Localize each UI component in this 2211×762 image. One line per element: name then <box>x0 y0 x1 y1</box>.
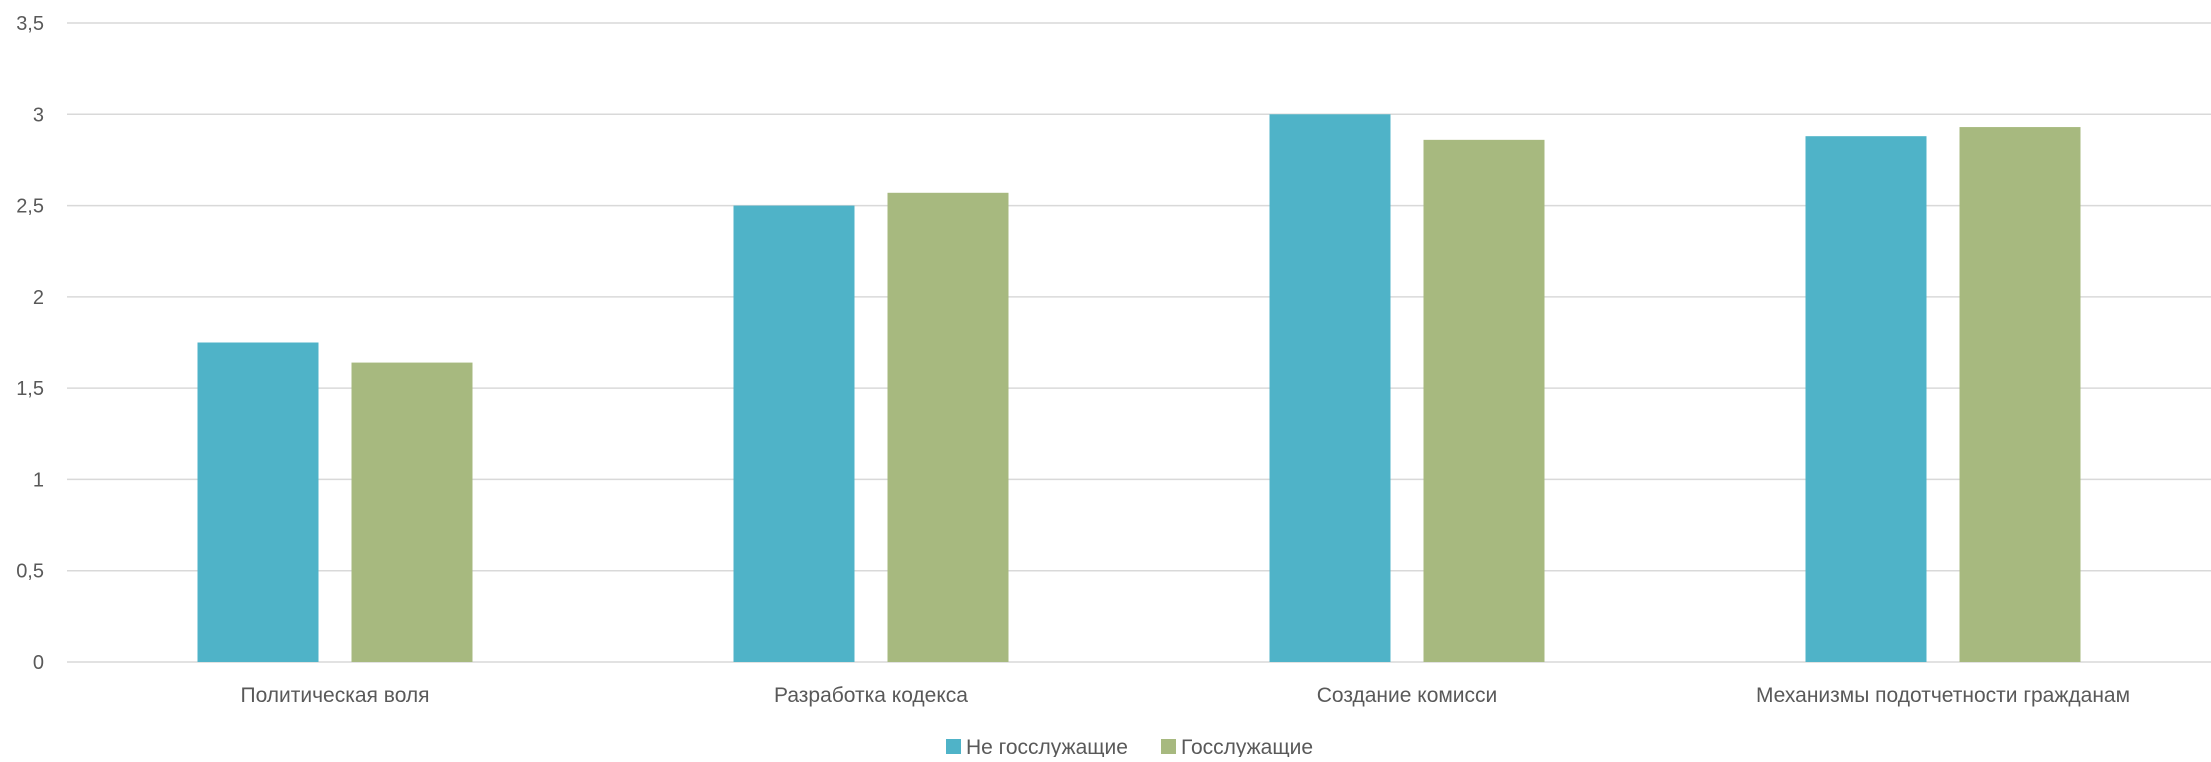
bar-non-civil-servants <box>1269 114 1391 663</box>
legend-label: Госслужащие <box>1181 736 1313 757</box>
bar-non-civil-servants <box>733 205 855 663</box>
bar-civil-servants <box>1959 127 2081 662</box>
y-tick-label: 0,5 <box>16 561 44 583</box>
x-category-label: Создание комисси <box>1317 684 1498 707</box>
x-axis-category-labels: Политическая воля Разработка кодекса Созда… <box>240 684 2130 707</box>
legend: Не госслужащие Госслужащие <box>946 736 1313 759</box>
legend-swatch <box>1161 739 1176 754</box>
y-tick-label: 2 <box>33 287 44 309</box>
bar-non-civil-servants <box>1805 136 1927 663</box>
bars <box>197 114 2081 663</box>
y-tick-label: 1,5 <box>16 378 44 400</box>
y-axis-tick-labels: 0 0,5 1 1,5 2 2,5 3 3,5 <box>16 13 44 674</box>
x-category-label: Политическая воля <box>240 684 429 707</box>
y-tick-label: 0 <box>33 652 44 674</box>
y-tick-label: 2,5 <box>16 196 44 218</box>
bar-non-civil-servants <box>197 342 319 662</box>
y-tick-label: 1 <box>33 469 44 491</box>
bar-civil-servants <box>1423 139 1545 663</box>
x-category-label: Разработка кодекса <box>774 684 968 707</box>
y-tick-label: 3,5 <box>16 13 44 35</box>
x-category-label: Механизмы подотчетности гражданам <box>1756 684 2130 707</box>
bar-civil-servants <box>351 362 473 662</box>
legend-label: Не госслужащие <box>966 736 1128 757</box>
legend-swatch <box>946 739 961 754</box>
bar-civil-servants <box>887 192 1009 662</box>
y-tick-label: 3 <box>33 104 44 126</box>
